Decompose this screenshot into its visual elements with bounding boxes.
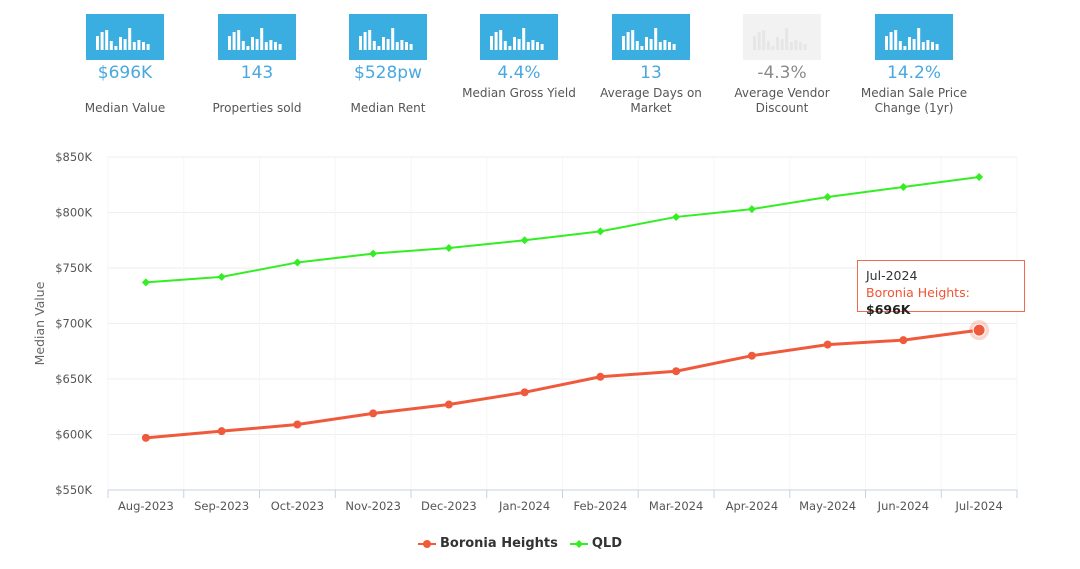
y-tick-label: $800K [55, 206, 92, 220]
data-point[interactable] [899, 336, 908, 345]
legend-marker-icon [569, 539, 588, 548]
stat-value: $696K [97, 63, 153, 83]
data-point[interactable] [672, 212, 681, 221]
bar-chart-icon [875, 14, 953, 60]
stat-6: -4.3% Average Vendor Discount [716, 14, 848, 116]
data-point[interactable] [141, 278, 150, 287]
tooltip-date: Jul-2024 [866, 268, 918, 283]
data-point[interactable] [975, 172, 984, 181]
x-tick-label: Nov-2023 [345, 499, 401, 513]
data-point[interactable] [520, 388, 529, 397]
data-point[interactable] [141, 433, 150, 442]
bar-chart-icon [86, 14, 164, 60]
data-point[interactable] [217, 427, 226, 436]
stat-7: 14.2% Median Sale Price Change (1yr) [848, 14, 980, 116]
data-point[interactable] [369, 409, 378, 418]
y-tick-label: $550K [55, 483, 92, 497]
x-tick-label: Sep-2023 [194, 499, 249, 513]
data-point[interactable] [293, 420, 302, 429]
y-tick-label: $850K [55, 150, 92, 164]
bar-chart-icon [349, 14, 427, 60]
data-point[interactable] [369, 249, 378, 258]
data-point[interactable] [217, 272, 226, 281]
stat-value: 14.2% [886, 63, 941, 83]
stat-value: 4.4% [497, 63, 541, 83]
stat-label: Average Vendor Discount [734, 86, 830, 115]
x-tick-label: Apr-2024 [726, 499, 779, 513]
x-tick-label: Oct-2023 [271, 499, 324, 513]
x-tick-label: Aug-2023 [118, 499, 174, 513]
x-tick-label: May-2024 [799, 499, 856, 513]
data-point[interactable] [972, 323, 986, 337]
data-point[interactable] [823, 192, 832, 201]
data-point[interactable] [444, 400, 453, 409]
stat-value: 143 [240, 63, 274, 83]
data-point[interactable] [520, 236, 529, 245]
data-point[interactable] [444, 244, 453, 253]
stat-5: 13 Average Days on Market [585, 14, 717, 116]
x-tick-label: Feb-2024 [573, 499, 627, 513]
bar-chart-icon [480, 14, 558, 60]
data-point[interactable] [747, 205, 756, 214]
x-tick-label: Mar-2024 [649, 499, 703, 513]
legend-label: Boronia Heights [440, 536, 558, 551]
bar-chart-icon [612, 14, 690, 60]
stat-label: Median Rent [350, 101, 426, 115]
x-tick-label: Jun-2024 [877, 499, 929, 513]
stat-1: $696K Median Value [59, 14, 191, 116]
series-line-boronia-heights [145, 328, 980, 440]
data-point[interactable] [899, 182, 908, 191]
y-axis-title: Median Value [32, 281, 47, 365]
stat-label: Median Value [84, 101, 166, 115]
series-line-qld [145, 175, 980, 284]
chart-tooltip: Jul-2024 Boronia Heights: $696K [857, 260, 1025, 317]
stat-2: 143 Properties sold [191, 14, 323, 116]
stat-3: $528pw Median Rent [322, 14, 454, 116]
x-tick-label: Jan-2024 [498, 499, 550, 513]
stat-label: Average Days on Market [600, 86, 702, 115]
bar-chart-icon [218, 14, 296, 60]
stat-value: -4.3% [757, 63, 807, 83]
stats-bar: $696K Median Value 143 Properties sold $528p… [60, 14, 980, 124]
legend-item-qld[interactable]: QLD [569, 536, 622, 551]
data-point[interactable] [823, 340, 832, 349]
data-point[interactable] [596, 227, 605, 236]
data-point[interactable] [293, 258, 302, 267]
x-tick-label: Jul-2024 [954, 499, 1002, 513]
x-tick-label: Dec-2023 [421, 499, 477, 513]
tooltip-value: $696K [866, 302, 911, 317]
legend-label: QLD [591, 536, 622, 551]
y-tick-label: $750K [55, 261, 92, 275]
chart-legend: Boronia Heights QLD [0, 536, 1040, 553]
legend-item-boronia-heights[interactable]: Boronia Heights [418, 536, 558, 551]
stat-label: Properties sold [212, 101, 302, 115]
stat-value: $528pw [354, 63, 422, 83]
y-tick-label: $600K [55, 428, 92, 442]
stat-value: 13 [640, 63, 662, 83]
stat-label: Median Gross Yield [462, 86, 576, 100]
stat-label: Median Sale Price Change (1yr) [860, 86, 968, 115]
median-value-chart: $550K $600K $650K $700K $750K $800K $850K Aug-2… [32, 150, 1018, 513]
data-point[interactable] [596, 372, 605, 381]
data-point[interactable] [747, 351, 756, 360]
bar-chart-icon [743, 14, 821, 60]
legend-marker-icon [418, 539, 436, 548]
data-point[interactable] [672, 367, 681, 376]
stat-4: 4.4% Median Gross Yield [453, 14, 585, 101]
y-tick-label: $700K [55, 317, 92, 331]
tooltip-series-name: Boronia Heights: [866, 285, 970, 300]
y-tick-label: $650K [55, 372, 92, 386]
